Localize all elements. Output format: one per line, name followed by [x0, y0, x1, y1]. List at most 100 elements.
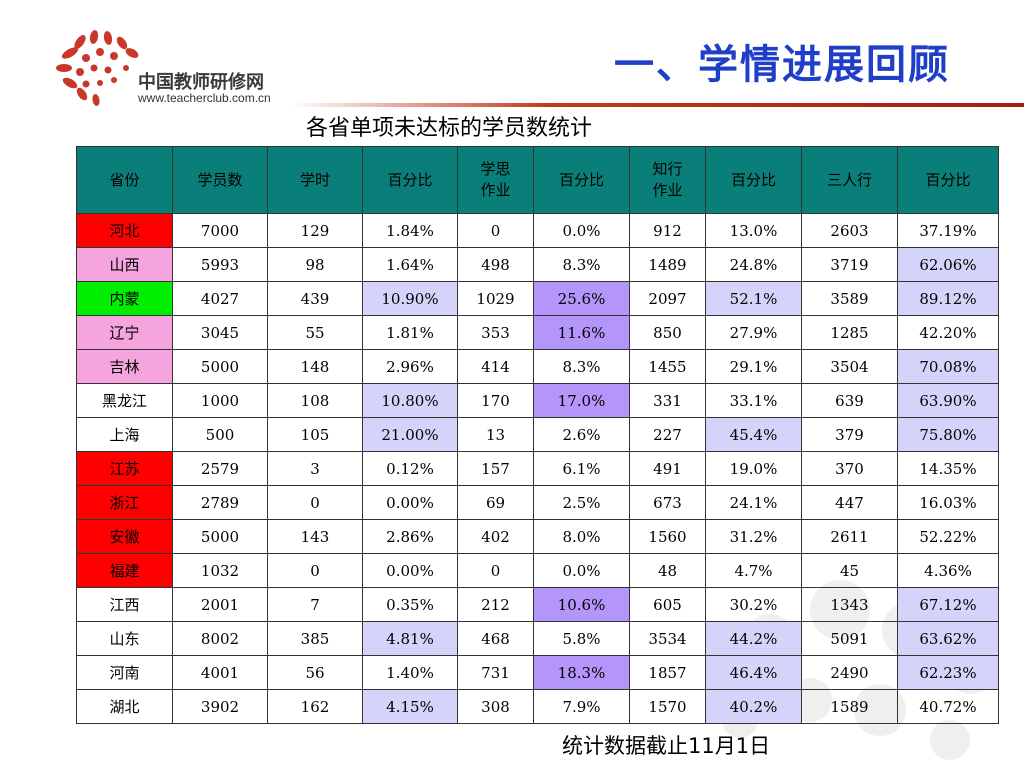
data-cell: 16.03%	[897, 485, 999, 520]
data-cell: 850	[629, 315, 706, 350]
data-cell: 331	[629, 383, 706, 418]
teacherclub-logo	[56, 30, 139, 106]
province-cell: 江西	[76, 587, 173, 622]
province-cell: 湖北	[76, 689, 173, 724]
data-cell: 1032	[172, 553, 268, 588]
data-cell: 24.1%	[705, 485, 802, 520]
logo-name: 中国教师研修网	[138, 72, 264, 93]
province-cell: 吉林	[76, 349, 173, 384]
column-header: 百分比	[362, 146, 458, 214]
province-cell: 内蒙	[76, 281, 173, 316]
data-cell: 1.64%	[362, 247, 458, 282]
table-row: 河南 4001 56 1.40% 731 18.3% 1857 46.4% 2490 62.23%	[76, 655, 999, 690]
data-cell: 0.00%	[362, 553, 458, 588]
data-cell: 5000	[172, 519, 268, 554]
slide-title: 一、学情进展回顾	[614, 42, 950, 88]
data-cell: 2789	[172, 485, 268, 520]
data-cell: 11.6%	[533, 315, 630, 350]
data-cell: 4001	[172, 655, 268, 690]
column-header: 百分比	[705, 146, 802, 214]
data-cell: 0	[457, 213, 534, 248]
data-cell: 14.35%	[897, 451, 999, 486]
data-cell: 56	[267, 655, 363, 690]
data-cell: 1.84%	[362, 213, 458, 248]
data-cell: 33.1%	[705, 383, 802, 418]
data-cell: 55	[267, 315, 363, 350]
data-cell: 1285	[801, 315, 898, 350]
title-divider	[290, 103, 1024, 107]
table-row: 山西 5993 98 1.64% 498 8.3% 1489 24.8% 3719 62.06%	[76, 247, 999, 282]
data-cell: 69	[457, 485, 534, 520]
data-cell: 402	[457, 519, 534, 554]
data-cell: 143	[267, 519, 363, 554]
data-cell: 1857	[629, 655, 706, 690]
data-cell: 605	[629, 587, 706, 622]
table-row: 湖北 3902 162 4.15% 308 7.9% 1570 40.2% 1589 40.72%	[76, 689, 999, 724]
data-cell: 8.0%	[533, 519, 630, 554]
province-cell: 辽宁	[76, 315, 173, 350]
data-cell: 170	[457, 383, 534, 418]
table-body: 河北 7000 129 1.84% 0 0.0% 912 13.0% 2603 37.19% 山西 5…	[76, 213, 999, 724]
column-header: 百分比	[533, 146, 630, 214]
data-cell: 40.72%	[897, 689, 999, 724]
data-cell: 2490	[801, 655, 898, 690]
table-row: 辽宁 3045 55 1.81% 353 11.6% 850 27.9% 1285 42.20%	[76, 315, 999, 350]
table-row: 浙江 2789 0 0.00% 69 2.5% 673 24.1% 447 16.03%	[76, 485, 999, 520]
data-cell: 498	[457, 247, 534, 282]
data-cell: 0.0%	[533, 213, 630, 248]
data-cell: 5091	[801, 621, 898, 656]
data-cell: 308	[457, 689, 534, 724]
data-cutoff-note: 统计数据截止11月1日	[562, 734, 771, 758]
data-cell: 468	[457, 621, 534, 656]
data-cell: 3504	[801, 349, 898, 384]
data-cell: 8.3%	[533, 247, 630, 282]
data-cell: 2611	[801, 519, 898, 554]
logo-url: www.teacherclub.com.cn	[138, 91, 271, 105]
province-cell: 黑龙江	[76, 383, 173, 418]
province-stats-table: 省份 学员数 学时 百分比 学思 作业 百分比 知行 作业 百分比 三人行 百分…	[76, 146, 999, 724]
data-cell: 13	[457, 417, 534, 452]
data-cell: 731	[457, 655, 534, 690]
data-cell: 212	[457, 587, 534, 622]
data-cell: 157	[457, 451, 534, 486]
data-cell: 17.0%	[533, 383, 630, 418]
data-cell: 3	[267, 451, 363, 486]
data-cell: 52.22%	[897, 519, 999, 554]
data-cell: 491	[629, 451, 706, 486]
data-cell: 148	[267, 349, 363, 384]
data-cell: 4.36%	[897, 553, 999, 588]
data-cell: 3534	[629, 621, 706, 656]
data-cell: 105	[267, 417, 363, 452]
logo-dots-graphic	[56, 30, 139, 106]
data-cell: 45	[801, 553, 898, 588]
data-cell: 1000	[172, 383, 268, 418]
data-cell: 1560	[629, 519, 706, 554]
data-cell: 2579	[172, 451, 268, 486]
table-row: 吉林 5000 148 2.96% 414 8.3% 1455 29.1% 3504 70.08%	[76, 349, 999, 384]
data-cell: 379	[801, 417, 898, 452]
data-cell: 0.00%	[362, 485, 458, 520]
data-cell: 4.15%	[362, 689, 458, 724]
column-header: 知行 作业	[629, 146, 706, 214]
data-cell: 63.90%	[897, 383, 999, 418]
table-row: 福建 1032 0 0.00% 0 0.0% 48 4.7% 45 4.36%	[76, 553, 999, 588]
data-cell: 439	[267, 281, 363, 316]
table-row: 安徽 5000 143 2.86% 402 8.0% 1560 31.2% 2611 52.22%	[76, 519, 999, 554]
data-cell: 2.86%	[362, 519, 458, 554]
data-cell: 13.0%	[705, 213, 802, 248]
data-cell: 24.8%	[705, 247, 802, 282]
data-cell: 370	[801, 451, 898, 486]
column-header: 省份	[76, 146, 173, 214]
data-cell: 18.3%	[533, 655, 630, 690]
data-cell: 42.20%	[897, 315, 999, 350]
data-cell: 1570	[629, 689, 706, 724]
column-header: 三人行	[801, 146, 898, 214]
data-cell: 3902	[172, 689, 268, 724]
data-cell: 1029	[457, 281, 534, 316]
data-cell: 3589	[801, 281, 898, 316]
data-cell: 44.2%	[705, 621, 802, 656]
data-cell: 1.81%	[362, 315, 458, 350]
data-cell: 673	[629, 485, 706, 520]
data-cell: 0	[267, 485, 363, 520]
table-row: 山东 8002 385 4.81% 468 5.8% 3534 44.2% 5091 63.62%	[76, 621, 999, 656]
